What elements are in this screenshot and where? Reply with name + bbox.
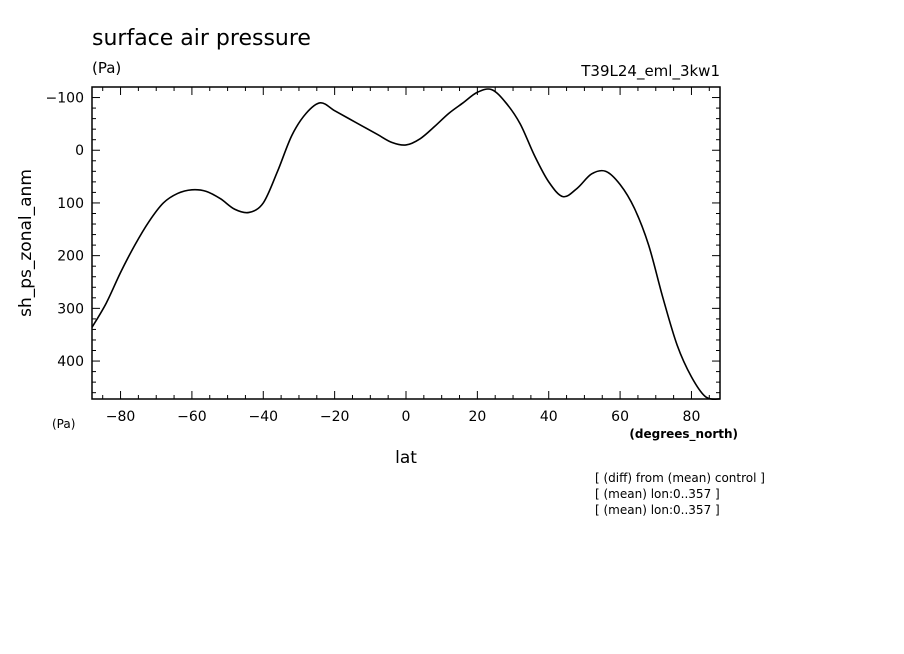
x-tick-label: −80: [106, 409, 136, 425]
x-tick-label: −40: [248, 409, 278, 425]
x-tick-label: 20: [468, 409, 486, 425]
x-tick-label: 80: [683, 409, 701, 425]
y-unit-label: (Pa): [92, 59, 121, 77]
y-tick-labels: −100 0 100 200 300 400: [46, 91, 84, 371]
axis-ticks: [92, 87, 720, 399]
x-tick-labels: −80 −60 −40 −20 0 20 40 60 80: [106, 409, 701, 425]
series-line: [91, 88, 721, 400]
x-axis-units: (degrees_north): [629, 427, 738, 442]
x-tick-label: 40: [540, 409, 558, 425]
x-tick-label: 0: [402, 409, 411, 425]
y-tick-label: 400: [57, 354, 84, 370]
x-tick-label: −20: [320, 409, 350, 425]
y-axis-label: sh_ps_zonal_anm: [16, 169, 36, 317]
experiment-label: T39L24_eml_3kw1: [580, 62, 720, 81]
x-tick-label: −60: [177, 409, 207, 425]
note-line-2: [ (mean) lon:0..357 ]: [595, 487, 720, 501]
chart-title: surface air pressure: [92, 26, 311, 51]
y-tick-label: 100: [57, 196, 84, 212]
x-axis-label: lat: [395, 448, 417, 468]
y-tick-label: 0: [75, 143, 84, 159]
y-tick-label: −100: [46, 91, 84, 107]
note-line-3: [ (mean) lon:0..357 ]: [595, 503, 720, 517]
x-tick-label: 60: [611, 409, 629, 425]
note-line-1: [ (diff) from (mean) control ]: [595, 471, 765, 485]
y-tick-label: 200: [57, 249, 84, 265]
y-tick-label: 300: [57, 301, 84, 317]
x-axis-left-unit: (Pa): [52, 417, 75, 431]
plot-frame: [91, 86, 721, 400]
series-points: [91, 89, 721, 400]
